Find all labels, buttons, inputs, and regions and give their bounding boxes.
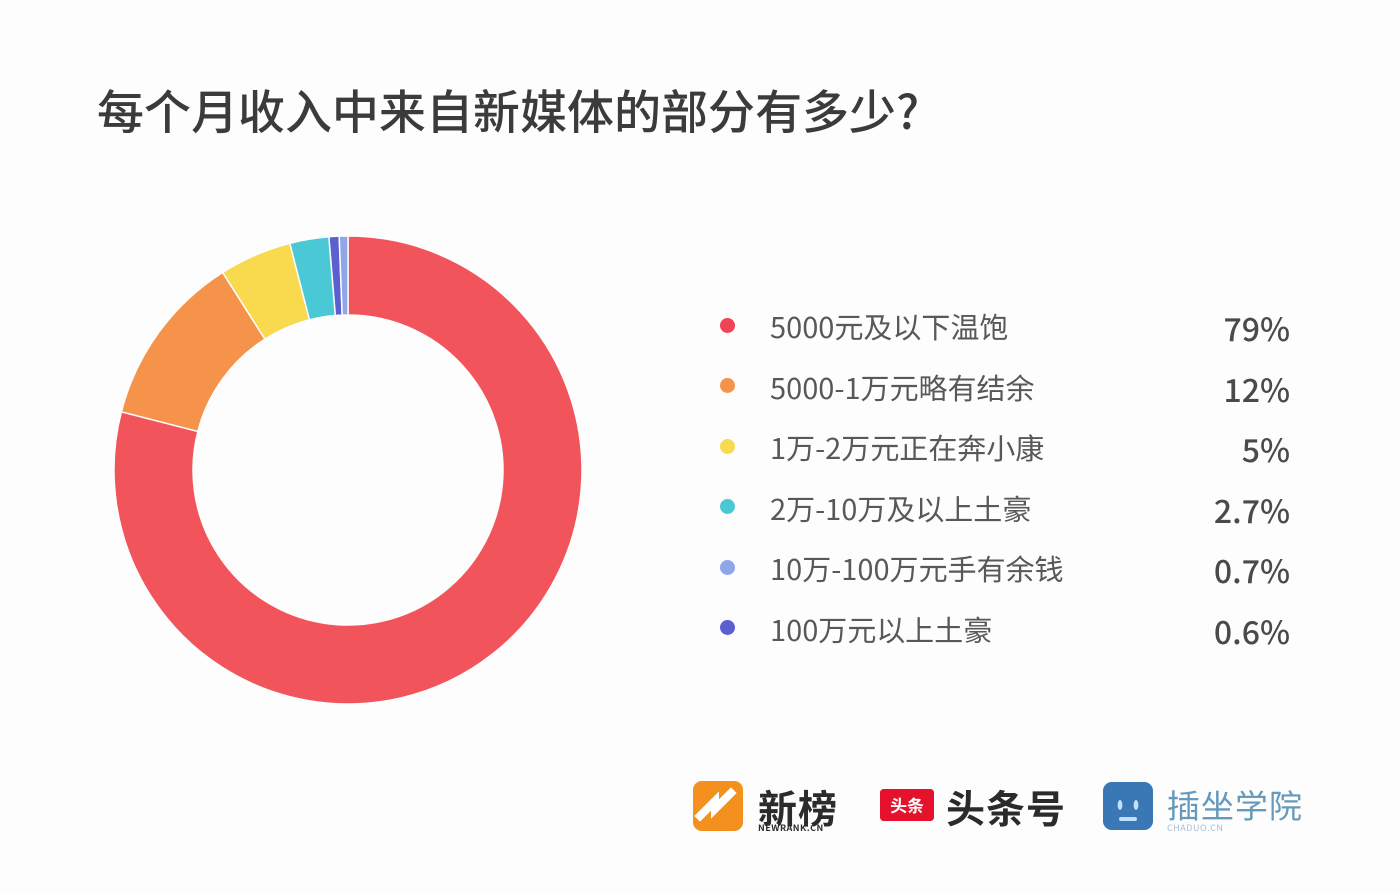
svg-text:头条: 头条 bbox=[890, 792, 924, 817]
